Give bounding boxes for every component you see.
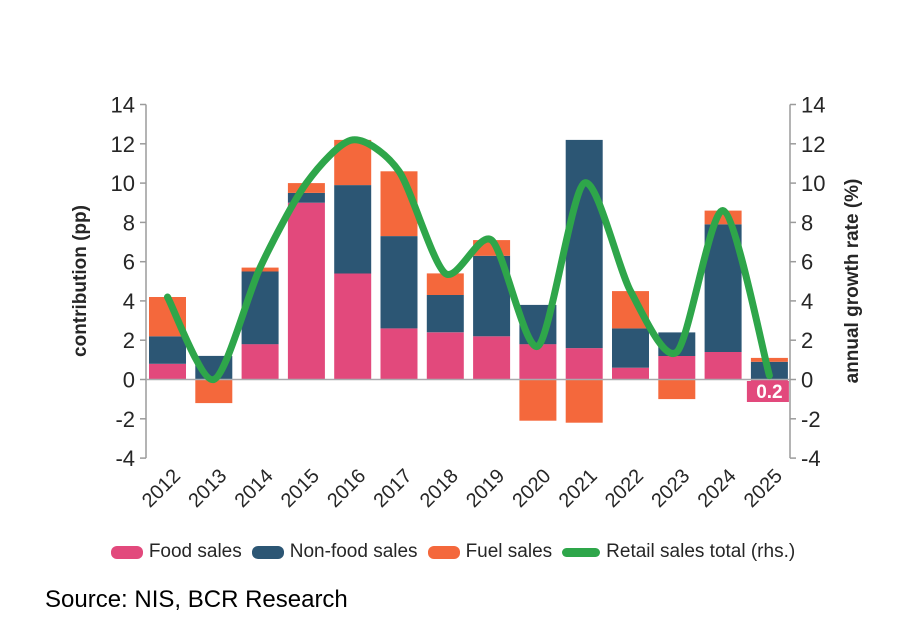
- x-axis-label: 2016: [323, 465, 370, 512]
- bar-segment: [426, 332, 464, 380]
- legend-item-non-food-sales: Non-food sales: [251, 541, 418, 563]
- bar-segment: [519, 379, 557, 421]
- bar-segment: [612, 328, 649, 368]
- x-axis-label: 2019: [462, 465, 509, 512]
- x-axis-label: 2018: [416, 465, 463, 512]
- left-axis-label: -4: [115, 446, 135, 471]
- bar-segment: [334, 185, 372, 274]
- bar-segment: [287, 192, 325, 203]
- bar-segment: [519, 344, 557, 380]
- bar-segment: [565, 139, 603, 349]
- left-axis-label: 4: [123, 289, 135, 314]
- bar-segment: [750, 357, 788, 362]
- left-axis-label: 8: [123, 210, 135, 235]
- legend-swatch: [427, 545, 460, 559]
- bar-segment: [426, 273, 464, 295]
- left-axis-label: 14: [111, 93, 135, 118]
- bar-segment: [380, 328, 418, 380]
- x-axis-label: 2013: [184, 465, 231, 512]
- left-axis-label: 6: [123, 250, 135, 275]
- bar-segment: [612, 367, 649, 380]
- bar-segment: [149, 363, 186, 380]
- legend-item-fuel-sales: Fuel sales: [427, 541, 553, 563]
- legend-swatch: [110, 545, 143, 559]
- bar-segment: [149, 336, 186, 364]
- legend-label: Non-food sales: [289, 541, 418, 562]
- annotation-box: [746, 381, 789, 402]
- bar-segment: [334, 273, 372, 380]
- x-axis-label: 2025: [740, 465, 787, 512]
- right-axis-label: -4: [801, 446, 821, 471]
- right-axis-label: 2: [801, 328, 813, 353]
- x-axis-label: 2022: [601, 465, 648, 512]
- x-axis-label: 2024: [694, 465, 741, 512]
- retail-total-line: [164, 136, 773, 383]
- x-axis-label: 2021: [555, 465, 602, 512]
- bar-segment: [565, 379, 603, 423]
- right-axis-label: -2: [801, 407, 821, 432]
- x-axis-label: 2023: [647, 465, 694, 512]
- bar-segment: [241, 344, 279, 380]
- right-axis-title: annual growth rate (%): [842, 179, 863, 384]
- bar-segment: [658, 355, 696, 380]
- annotation-value: 0.2: [756, 382, 782, 403]
- bar-segment: [380, 236, 418, 329]
- bar-segment: [473, 336, 511, 380]
- right-axis-label: 0: [801, 368, 813, 393]
- bar-segment: [426, 295, 464, 333]
- x-axis-label: 2017: [370, 465, 417, 512]
- left-axis-label: 0: [123, 368, 135, 393]
- right-axis-label: 4: [801, 289, 813, 314]
- left-axis-label: 2: [123, 328, 135, 353]
- legend: Food sales Non-food sales Fuel sales Retail…: [0, 541, 906, 563]
- x-axis-label: 2014: [231, 465, 278, 512]
- left-axis-label: 12: [111, 132, 135, 157]
- x-axis-label: 2012: [138, 465, 185, 512]
- right-axis-label: 12: [801, 132, 825, 157]
- legend-item-food-sales: Food sales: [110, 541, 242, 563]
- legend-swatch: [251, 545, 284, 559]
- legend-item-retail-sales-total-rhs: Retail sales total (rhs.): [562, 541, 795, 563]
- x-axis-label: 2015: [277, 465, 324, 512]
- bar-segment: [658, 379, 696, 400]
- left-axis-title: contribution (pp): [70, 205, 91, 357]
- right-axis-label: 8: [801, 210, 813, 235]
- legend-label: Retail sales total (rhs.): [606, 541, 796, 562]
- legend-swatch: [562, 547, 601, 557]
- source-note: Source: NIS, BCR Research: [45, 586, 348, 613]
- bar-segment: [704, 352, 742, 380]
- bar-segment: [287, 202, 325, 380]
- legend-label: Food sales: [148, 541, 242, 562]
- right-axis-label: 14: [801, 93, 825, 118]
- bar-segment: [195, 379, 233, 404]
- x-axis-label: 2020: [508, 465, 555, 512]
- legend-label: Fuel sales: [465, 541, 553, 562]
- right-axis-label: 10: [801, 171, 825, 196]
- left-axis-label: 10: [111, 171, 135, 196]
- right-axis-label: 6: [801, 250, 813, 275]
- bar-segment: [565, 348, 603, 380]
- left-axis-label: -2: [115, 407, 135, 432]
